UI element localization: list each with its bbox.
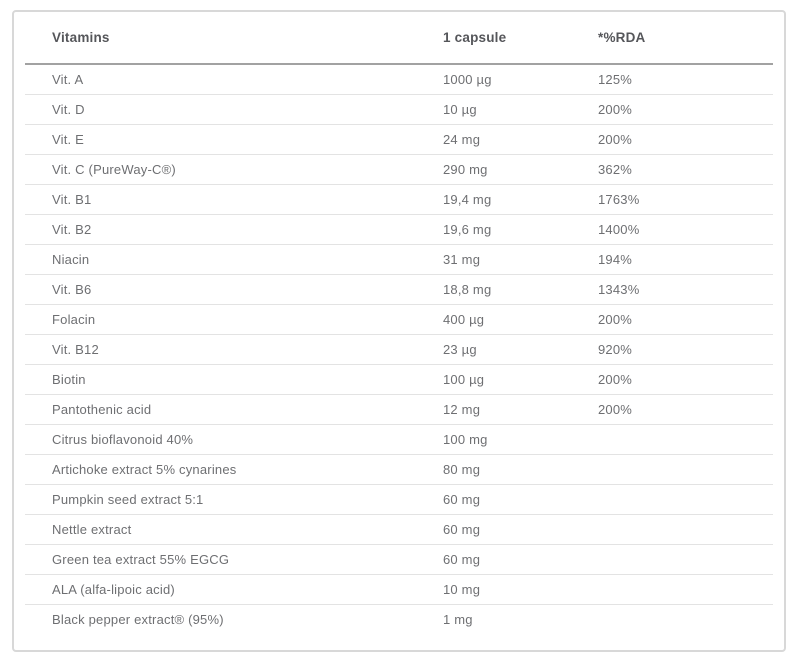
row-amount: 31 mg [443, 244, 598, 275]
row-amount: 12 mg [443, 394, 598, 425]
table-row: Vit. E 24 mg 200% [25, 124, 773, 155]
table-row: Black pepper extract® (95%) 1 mg [25, 604, 773, 634]
row-rda: 200% [598, 124, 773, 155]
row-name: Artichoke extract 5% cynarines [25, 454, 443, 485]
row-name: ALA (alfa-lipoic acid) [25, 574, 443, 605]
row-amount: 10 mg [443, 574, 598, 605]
table-header: Vitamins 1 capsule *%RDA [25, 12, 773, 65]
row-amount: 24 mg [443, 124, 598, 155]
row-rda: 1343% [598, 274, 773, 305]
table-row: ALA (alfa-lipoic acid) 10 mg [25, 574, 773, 605]
row-rda: 125% [598, 64, 773, 95]
table-body: Vit. A 1000 µg 125% Vit. D 10 µg 200% Vi… [25, 64, 773, 634]
row-amount: 60 mg [443, 544, 598, 575]
vitamins-table: Vitamins 1 capsule *%RDA Vit. A 1000 µg … [25, 12, 773, 634]
table-row: Vit. A 1000 µg 125% [25, 64, 773, 95]
row-amount: 60 mg [443, 514, 598, 545]
row-rda [598, 514, 773, 545]
row-rda [598, 604, 773, 634]
row-name: Vit. B12 [25, 334, 443, 365]
table-row: Green tea extract 55% EGCG 60 mg [25, 544, 773, 575]
row-name: Vit. B2 [25, 214, 443, 245]
row-rda: 1763% [598, 184, 773, 215]
table-row: Vit. B1 19,4 mg 1763% [25, 184, 773, 215]
row-amount: 19,4 mg [443, 184, 598, 215]
column-header-rda: *%RDA [598, 12, 773, 65]
row-rda: 200% [598, 394, 773, 425]
row-amount: 100 µg [443, 364, 598, 395]
table-row: Vit. D 10 µg 200% [25, 94, 773, 125]
row-amount: 10 µg [443, 94, 598, 125]
row-name: Vit. B1 [25, 184, 443, 215]
row-name: Vit. B6 [25, 274, 443, 305]
row-rda: 1400% [598, 214, 773, 245]
row-amount: 23 µg [443, 334, 598, 365]
row-amount: 80 mg [443, 454, 598, 485]
row-name: Biotin [25, 364, 443, 395]
row-name: Vit. E [25, 124, 443, 155]
row-name: Black pepper extract® (95%) [52, 611, 224, 627]
row-amount: 100 mg [443, 424, 598, 455]
row-amount: 400 µg [443, 304, 598, 335]
row-name: Niacin [25, 244, 443, 275]
row-amount: 19,6 mg [443, 214, 598, 245]
table-row: Vit. B12 23 µg 920% [25, 334, 773, 365]
row-rda: 200% [598, 304, 773, 335]
row-rda: 200% [598, 364, 773, 395]
table-row: Nettle extract 60 mg [25, 514, 773, 545]
table-row: Folacin 400 µg 200% [25, 304, 773, 335]
row-amount: 60 mg [443, 484, 598, 515]
table-row: Pantothenic acid 12 mg 200% [25, 394, 773, 425]
table-row: Vit. B6 18,8 mg 1343% [25, 274, 773, 305]
table-row: Artichoke extract 5% cynarines 80 mg [25, 454, 773, 485]
row-rda: 920% [598, 334, 773, 365]
row-rda [598, 574, 773, 605]
column-header-capsule: 1 capsule [443, 12, 598, 65]
row-name: Citrus bioflavonoid 40% [25, 424, 443, 455]
row-amount: 290 mg [443, 154, 598, 185]
row-rda: 194% [598, 244, 773, 275]
column-header-vitamins: Vitamins [25, 12, 443, 65]
row-name: Nettle extract [25, 514, 443, 545]
row-amount: 1000 µg [443, 64, 598, 95]
table-row: Pumpkin seed extract 5:1 60 mg [25, 484, 773, 515]
row-rda [598, 454, 773, 485]
row-rda [598, 424, 773, 455]
vitamins-table-card: Vitamins 1 capsule *%RDA Vit. A 1000 µg … [12, 10, 786, 652]
row-name: Folacin [25, 304, 443, 335]
table-row: Biotin 100 µg 200% [25, 364, 773, 395]
header-row: Vitamins 1 capsule *%RDA [25, 12, 773, 65]
row-rda [598, 544, 773, 575]
row-name: Pumpkin seed extract 5:1 [25, 484, 443, 515]
row-name: Vit. D [25, 94, 443, 125]
row-amount: 1 mg [443, 611, 473, 627]
row-name: Pantothenic acid [25, 394, 443, 425]
table-row: Citrus bioflavonoid 40% 100 mg [25, 424, 773, 455]
table-row: Vit. B2 19,6 mg 1400% [25, 214, 773, 245]
row-rda: 362% [598, 154, 773, 185]
row-rda: 200% [598, 94, 773, 125]
table-row: Vit. C (PureWay-C®) 290 mg 362% [25, 154, 773, 185]
row-name: Green tea extract 55% EGCG [25, 544, 443, 575]
row-name: Vit. C (PureWay-C®) [25, 154, 443, 185]
table-row: Niacin 31 mg 194% [25, 244, 773, 275]
row-amount: 18,8 mg [443, 274, 598, 305]
row-rda [598, 484, 773, 515]
row-name: Vit. A [25, 64, 443, 95]
